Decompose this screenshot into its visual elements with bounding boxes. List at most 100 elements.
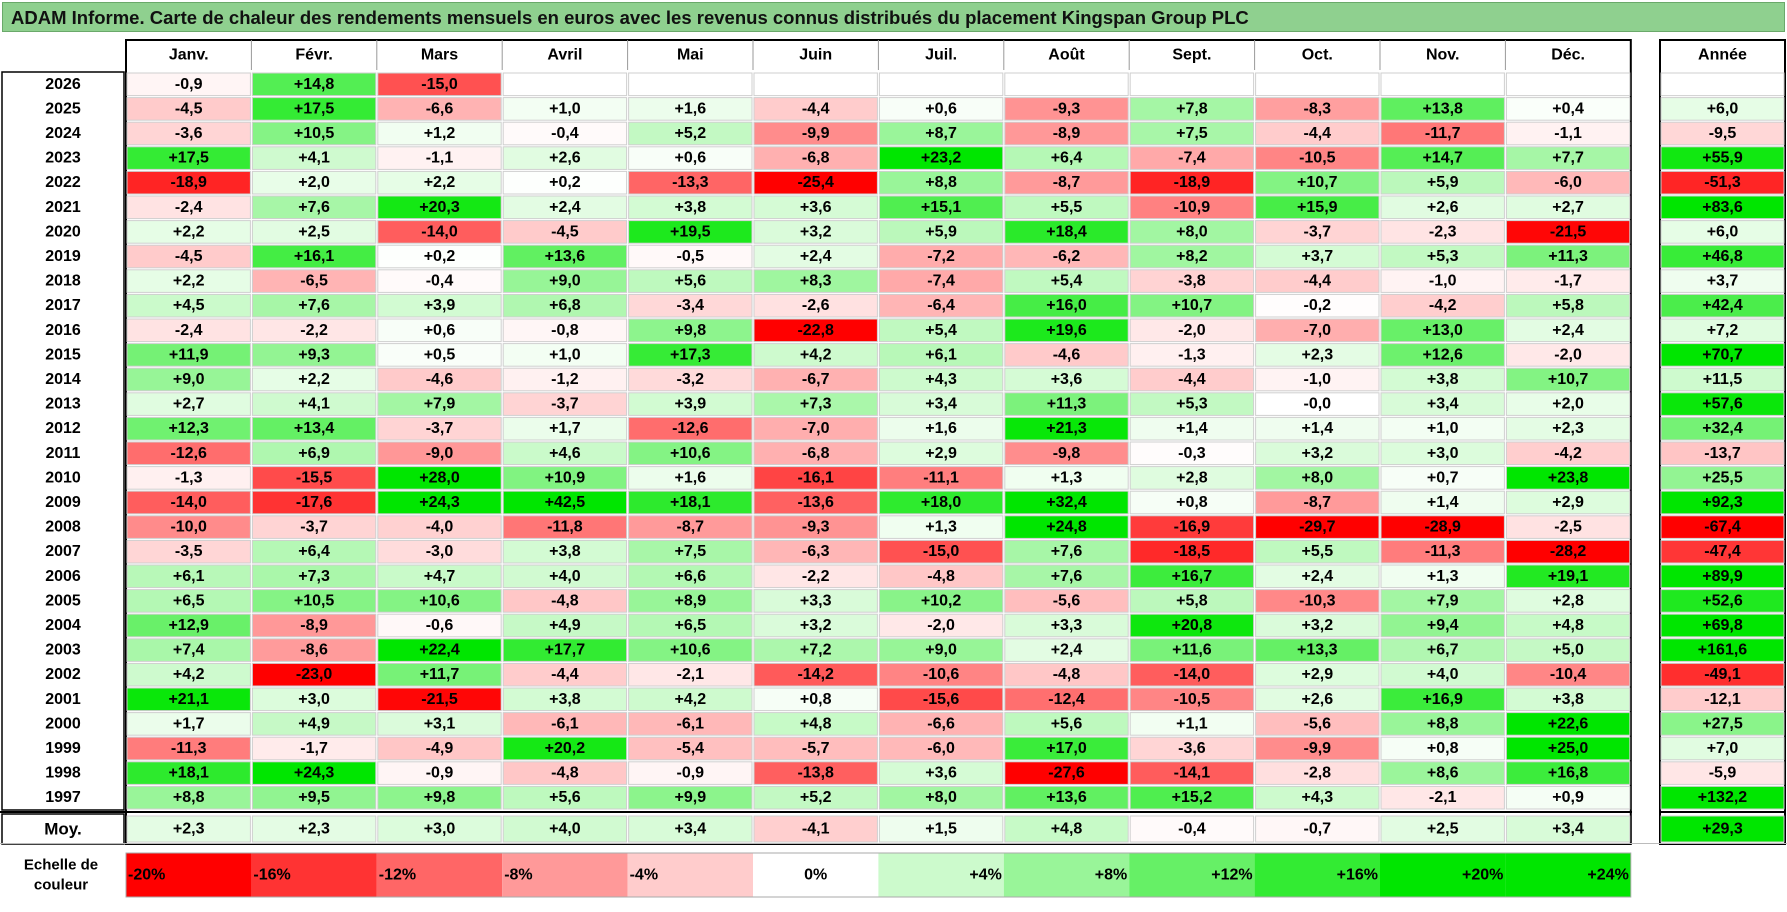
annual-cell bbox=[1660, 72, 1785, 97]
chart-title: ADAM Informe. Carte de chaleur des rende… bbox=[11, 7, 1249, 28]
cell-value: +3,8 bbox=[1552, 691, 1584, 708]
heatmap-cell bbox=[753, 466, 878, 490]
heatmap-cell bbox=[1255, 244, 1380, 269]
heatmap-cell bbox=[1004, 539, 1129, 564]
cell-value: +28,0 bbox=[419, 469, 460, 486]
heatmap-cell bbox=[753, 244, 878, 269]
annual-value: -9,5 bbox=[1709, 125, 1737, 142]
annual-cell bbox=[1660, 761, 1785, 785]
cell-value: -6,6 bbox=[927, 715, 955, 732]
cell-value: -2,4 bbox=[175, 199, 203, 216]
scale-stop-label: +24% bbox=[1587, 867, 1628, 884]
cell-value: -0,4 bbox=[551, 125, 579, 142]
heatmap-cell bbox=[377, 638, 502, 662]
cell-value: -7,2 bbox=[927, 248, 955, 265]
cell-value: +2,4 bbox=[1302, 568, 1334, 585]
heatmap-cell bbox=[1505, 490, 1631, 515]
cell-value: -13,3 bbox=[672, 174, 709, 191]
heatmap-cell bbox=[502, 392, 628, 416]
cell-value: +3,2 bbox=[800, 617, 832, 634]
cell-value: +1,6 bbox=[675, 100, 707, 117]
heatmap-cell bbox=[377, 121, 502, 146]
cell-value: +16,1 bbox=[294, 248, 335, 265]
heatmap-cell bbox=[1380, 343, 1505, 367]
heatmap-cell bbox=[1505, 367, 1631, 392]
annual-cell bbox=[1660, 220, 1785, 244]
cell-value: -8,7 bbox=[1304, 494, 1332, 511]
cell-value: +24,3 bbox=[419, 494, 460, 511]
cell-value: -14,0 bbox=[421, 223, 458, 240]
cell-value: +8,0 bbox=[925, 789, 957, 806]
heatmap-cell bbox=[753, 613, 878, 638]
heatmap-cell bbox=[1505, 589, 1631, 613]
heatmap-cell bbox=[1129, 761, 1255, 785]
cell-value: -6,8 bbox=[802, 445, 830, 462]
heatmap-cell bbox=[878, 121, 1004, 146]
cell-value: -3,8 bbox=[1178, 273, 1206, 290]
heatmap-cell bbox=[1255, 441, 1380, 466]
heatmap-cell bbox=[126, 318, 251, 343]
cell-value: +8,9 bbox=[675, 592, 707, 609]
cell-value: +3,3 bbox=[800, 592, 832, 609]
annual-value: -5,9 bbox=[1709, 765, 1737, 782]
heatmap-cell bbox=[878, 466, 1004, 490]
cell-value: +3,7 bbox=[1302, 248, 1334, 265]
heatmap-cell bbox=[1505, 170, 1631, 195]
cell-value: -14,0 bbox=[1174, 666, 1211, 683]
heatmap-cell bbox=[1004, 72, 1129, 97]
cell-value: +13,6 bbox=[545, 248, 586, 265]
heatmap-cell bbox=[1255, 121, 1380, 146]
heatmap-cell bbox=[1004, 97, 1129, 121]
cell-value: +5,2 bbox=[800, 789, 832, 806]
heatmap-cell bbox=[1255, 146, 1380, 170]
heatmap-cell bbox=[753, 72, 878, 97]
cell-value: +0,6 bbox=[424, 322, 456, 339]
annual-cell bbox=[1660, 416, 1785, 441]
heatmap-cell bbox=[1380, 220, 1505, 244]
heatmap-cell bbox=[1129, 539, 1255, 564]
cell-value: +4,6 bbox=[549, 445, 581, 462]
heatmap-cell bbox=[628, 293, 753, 318]
cell-value: +9,8 bbox=[424, 789, 456, 806]
cell-value: +3,8 bbox=[1427, 371, 1459, 388]
scale-swatch bbox=[878, 853, 1004, 897]
annual-value: +55,9 bbox=[1702, 150, 1743, 167]
heatmap-cell bbox=[1255, 761, 1380, 785]
heatmap-cell bbox=[878, 662, 1004, 687]
heatmap-cell bbox=[377, 392, 502, 416]
cell-value: -28,2 bbox=[1550, 543, 1587, 560]
scale-swatch bbox=[627, 853, 753, 897]
heatmap-cell bbox=[1380, 712, 1505, 736]
cell-value: -6,6 bbox=[426, 100, 454, 117]
cell-value: +8,3 bbox=[800, 273, 832, 290]
cell-value: +25,0 bbox=[1548, 740, 1589, 757]
heatmap-cell bbox=[753, 269, 878, 293]
heatmap-cell bbox=[878, 638, 1004, 662]
cell-value: -1,3 bbox=[1178, 346, 1206, 363]
heatmap-cell bbox=[502, 195, 628, 220]
cell-value: +4,8 bbox=[1552, 617, 1584, 634]
heatmap-cell bbox=[377, 220, 502, 244]
cell-value: -29,7 bbox=[1299, 519, 1336, 536]
average-value: +3,4 bbox=[675, 821, 707, 838]
heatmap-cell bbox=[126, 589, 251, 613]
heatmap-cell bbox=[251, 687, 377, 712]
annual-value: +69,8 bbox=[1702, 617, 1743, 634]
heatmap-cell bbox=[377, 490, 502, 515]
annual-value: +25,5 bbox=[1702, 469, 1743, 486]
heatmap-cell bbox=[1380, 72, 1505, 97]
cell-value: -11,1 bbox=[923, 469, 959, 486]
heatmap-cell bbox=[1004, 170, 1129, 195]
average-value: +4,8 bbox=[1051, 821, 1083, 838]
heatmap-cell bbox=[628, 564, 753, 589]
heatmap-cell bbox=[251, 72, 377, 97]
heatmap-cell bbox=[1004, 785, 1129, 810]
heatmap-cell bbox=[878, 72, 1004, 97]
average-cell bbox=[753, 815, 878, 843]
cell-value: +5,3 bbox=[1427, 248, 1459, 265]
average-cell bbox=[377, 815, 502, 843]
cell-value: +5,9 bbox=[1427, 174, 1459, 191]
annual-cell bbox=[1660, 293, 1785, 318]
heatmap-cell bbox=[502, 318, 628, 343]
heatmap-cell bbox=[1255, 539, 1380, 564]
